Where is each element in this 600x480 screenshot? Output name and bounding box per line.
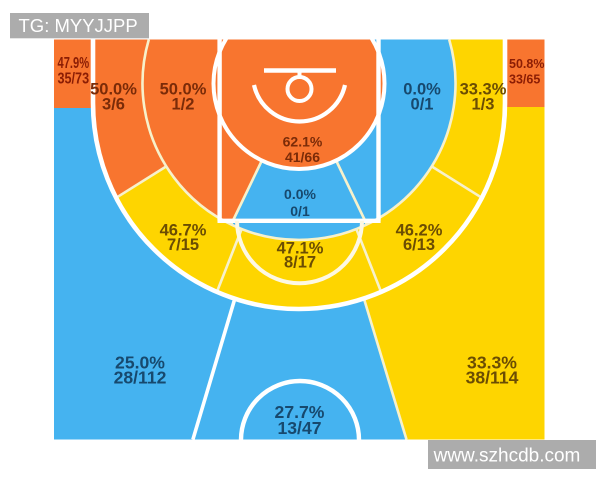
svg-text:33.3%: 33.3% bbox=[467, 352, 517, 372]
svg-text:0/1: 0/1 bbox=[290, 203, 310, 219]
svg-text:1/3: 1/3 bbox=[472, 96, 495, 114]
svg-text:0/1: 0/1 bbox=[411, 96, 434, 114]
svg-text:41/66: 41/66 bbox=[285, 149, 320, 165]
svg-text:62.1%: 62.1% bbox=[283, 134, 323, 150]
svg-text:47.9%: 47.9% bbox=[58, 55, 90, 72]
svg-text:3/6: 3/6 bbox=[102, 96, 125, 114]
svg-text:38/114: 38/114 bbox=[466, 368, 519, 388]
svg-text:50.8%: 50.8% bbox=[509, 57, 544, 71]
svg-text:7/15: 7/15 bbox=[167, 236, 199, 254]
svg-text:33/65: 33/65 bbox=[509, 73, 540, 87]
svg-text:6/13: 6/13 bbox=[403, 236, 435, 254]
svg-text:50.0%: 50.0% bbox=[90, 80, 137, 98]
svg-text:46.2%: 46.2% bbox=[396, 221, 443, 239]
svg-text:8/17: 8/17 bbox=[284, 254, 316, 272]
svg-text:27.7%: 27.7% bbox=[275, 402, 325, 422]
svg-text:0.0%: 0.0% bbox=[284, 186, 316, 202]
svg-text:35/73: 35/73 bbox=[58, 71, 90, 88]
svg-text:46.7%: 46.7% bbox=[160, 221, 207, 239]
svg-text:50.0%: 50.0% bbox=[160, 80, 207, 98]
svg-text:47.1%: 47.1% bbox=[277, 239, 324, 257]
svg-text:25.0%: 25.0% bbox=[115, 352, 165, 372]
svg-text:1/2: 1/2 bbox=[172, 96, 195, 114]
svg-text:28/112: 28/112 bbox=[114, 368, 167, 388]
svg-text:www.szhcdb.com: www.szhcdb.com bbox=[433, 446, 581, 467]
svg-text:33.3%: 33.3% bbox=[460, 80, 507, 98]
svg-text:13/47: 13/47 bbox=[277, 418, 321, 438]
svg-text:TG: MYYJJPP: TG: MYYJJPP bbox=[19, 15, 138, 36]
svg-text:0.0%: 0.0% bbox=[403, 80, 441, 98]
